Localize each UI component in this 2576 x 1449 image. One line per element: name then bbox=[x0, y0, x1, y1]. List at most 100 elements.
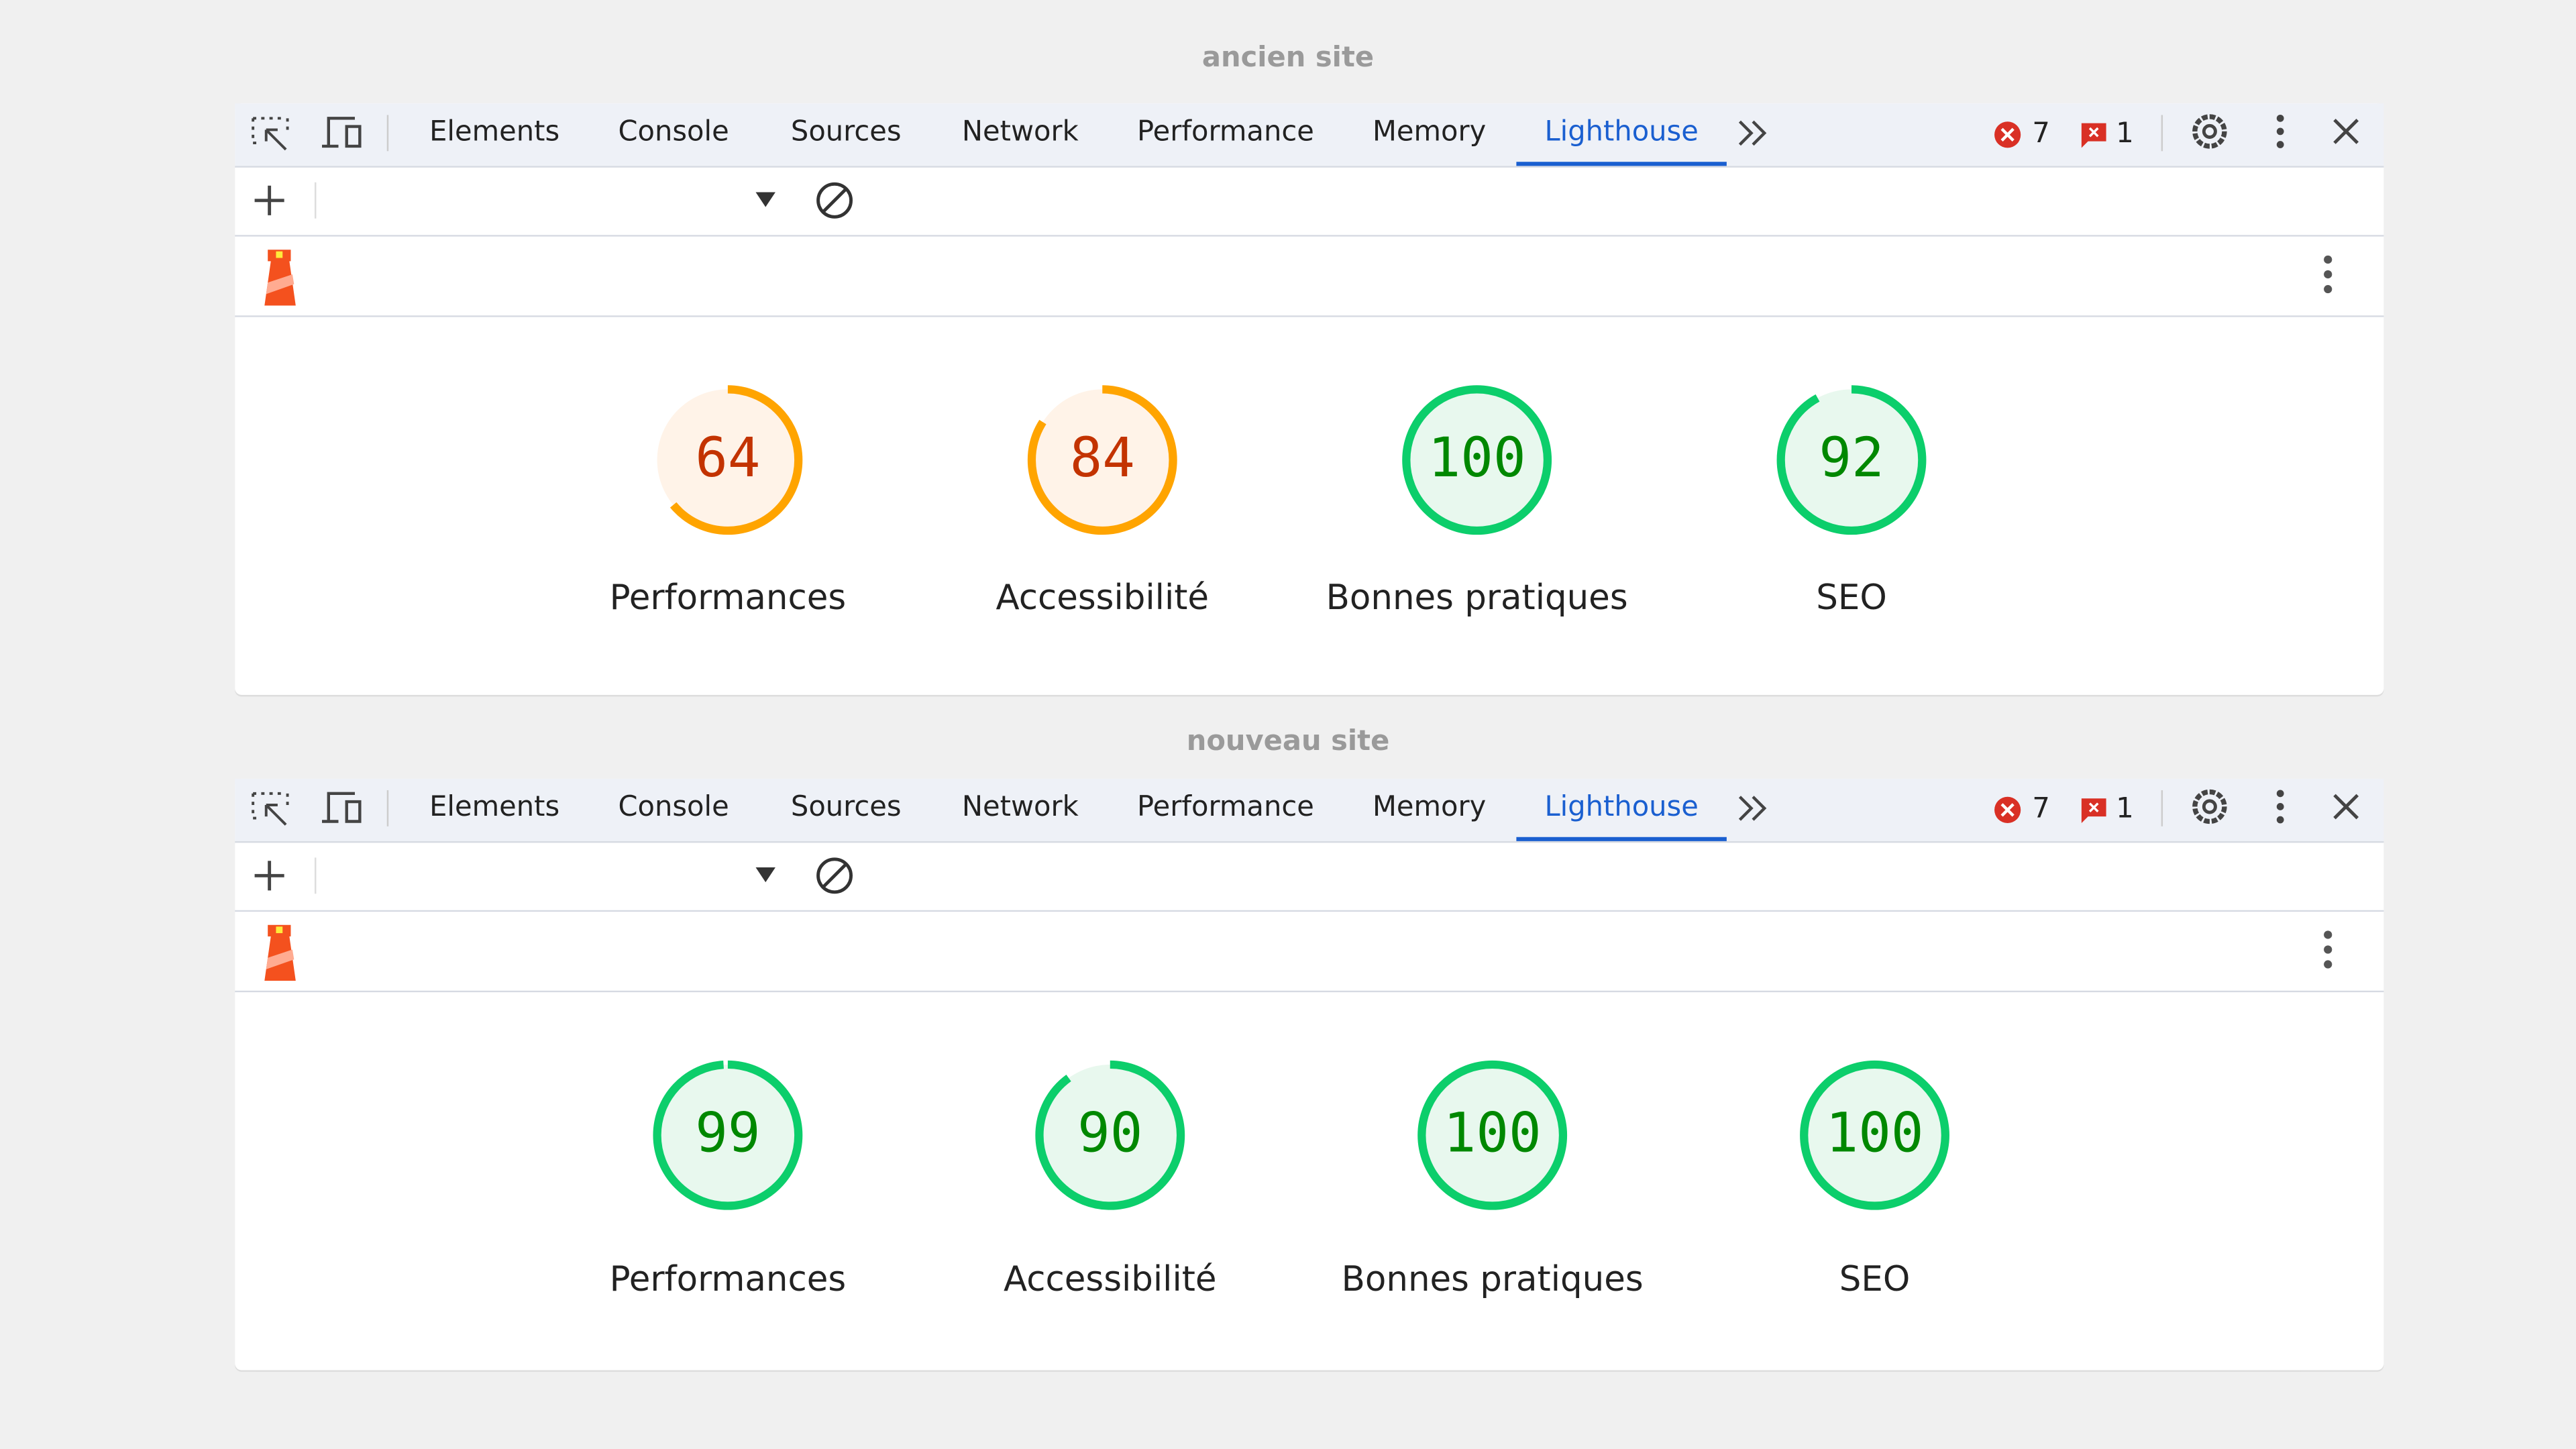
tab[interactable]: Elements bbox=[429, 790, 559, 822]
gauge-arc bbox=[1027, 385, 1177, 535]
menu-dot bbox=[2324, 960, 2332, 969]
gauge-arc bbox=[1800, 1060, 1949, 1210]
gauge-score: 100 bbox=[1826, 1102, 1924, 1165]
panel bbox=[235, 103, 2384, 695]
settings-icon[interactable] bbox=[2192, 789, 2227, 824]
gauge-label[interactable]: Bonnes pratiques bbox=[1326, 578, 1628, 618]
lighthouse-light bbox=[276, 926, 283, 934]
gauge-arc bbox=[1402, 385, 1552, 535]
tab[interactable]: Memory bbox=[1373, 114, 1486, 147]
active-tab-underline bbox=[1516, 837, 1727, 841]
gauge-score: 92 bbox=[1819, 427, 1884, 490]
gauge-label[interactable]: SEO bbox=[1839, 1259, 1911, 1299]
gauge-label[interactable]: Accessibilité bbox=[1004, 1259, 1217, 1299]
tab[interactable]: Performance bbox=[1137, 114, 1314, 147]
gauge-label[interactable]: SEO bbox=[1816, 578, 1887, 618]
more-tabs-icon[interactable] bbox=[1738, 120, 1767, 146]
tab[interactable]: Lighthouse bbox=[1544, 790, 1698, 822]
tab[interactable]: Memory bbox=[1373, 790, 1486, 822]
lighthouse-stripe bbox=[266, 949, 294, 969]
dropdown-arrow[interactable] bbox=[755, 192, 775, 207]
issue-count[interactable]: 1 bbox=[2116, 791, 2133, 824]
close-icon[interactable] bbox=[2333, 119, 2359, 144]
gauge-score: 100 bbox=[1444, 1102, 1542, 1165]
section-label: ancien site bbox=[1202, 40, 1374, 73]
issue-icon bbox=[2081, 123, 2106, 148]
gauge-background bbox=[657, 389, 799, 531]
gauge-background bbox=[1804, 1064, 1945, 1206]
gauge-background bbox=[1421, 1064, 1563, 1206]
gauge-label[interactable]: Performances bbox=[610, 578, 847, 618]
tab[interactable]: Performance bbox=[1137, 790, 1314, 822]
menu-dot bbox=[2324, 270, 2332, 279]
error-count[interactable]: 7 bbox=[2032, 116, 2049, 149]
settings-hub bbox=[2202, 123, 2217, 139]
gauge-background bbox=[1406, 389, 1548, 531]
inspect-icon[interactable] bbox=[252, 117, 289, 151]
gauge-score: 64 bbox=[695, 427, 760, 490]
section-label: nouveau site bbox=[1187, 724, 1390, 757]
issue-x bbox=[2088, 127, 2099, 138]
tab[interactable]: Elements bbox=[429, 114, 559, 147]
inspect-icon[interactable] bbox=[252, 792, 289, 826]
issue-x bbox=[2088, 802, 2099, 813]
tab[interactable]: Network bbox=[962, 114, 1079, 147]
more-tabs-icon[interactable] bbox=[1738, 796, 1767, 821]
lighthouse-light bbox=[276, 251, 283, 258]
new-report-icon[interactable] bbox=[254, 861, 284, 891]
tab[interactable]: Console bbox=[618, 790, 729, 822]
menu-dot bbox=[2276, 803, 2284, 810]
gauge-label[interactable]: Accessibilité bbox=[996, 578, 1209, 618]
gauge-arc bbox=[653, 385, 803, 535]
tab[interactable]: Network bbox=[962, 790, 1079, 822]
active-tab-underline bbox=[1516, 162, 1727, 166]
menu-dot bbox=[2276, 141, 2284, 148]
error-count[interactable]: 7 bbox=[2032, 791, 2049, 824]
clear-slash bbox=[822, 863, 847, 889]
devtools-panel: Elements Console Sources Network Performance… bbox=[235, 103, 2384, 697]
new-report-icon[interactable] bbox=[254, 185, 284, 215]
gauge-arc bbox=[1776, 385, 1927, 535]
tab-bar bbox=[235, 103, 2384, 166]
gauge-score: 90 bbox=[1077, 1102, 1142, 1165]
menu-dot bbox=[2324, 284, 2332, 294]
menu-dot bbox=[2276, 114, 2284, 122]
menu-dot bbox=[2324, 945, 2332, 954]
gauge-score: 100 bbox=[1428, 427, 1526, 490]
devtools-panel: Elements Console Sources Network Performance… bbox=[235, 778, 2384, 1372]
gauge-arc bbox=[1035, 1060, 1185, 1210]
gauge-score: 99 bbox=[695, 1102, 760, 1165]
gauge-score: 84 bbox=[1070, 427, 1135, 490]
gauge-arc bbox=[1417, 1060, 1568, 1210]
gauge-background bbox=[657, 1064, 799, 1206]
panel bbox=[235, 778, 2384, 1371]
gauge-background bbox=[1039, 1064, 1181, 1206]
tab[interactable]: Console bbox=[618, 114, 729, 147]
dropdown-arrow[interactable] bbox=[755, 867, 775, 883]
menu-dot bbox=[2276, 790, 2284, 798]
menu-dot bbox=[2324, 930, 2332, 939]
gauge-background bbox=[1780, 389, 1923, 531]
clear-slash bbox=[822, 187, 847, 213]
settings-hub bbox=[2202, 799, 2217, 814]
tab[interactable]: Lighthouse bbox=[1544, 114, 1698, 147]
menu-dot bbox=[2324, 255, 2332, 264]
tab-bar bbox=[235, 778, 2384, 841]
clear-icon[interactable] bbox=[816, 857, 853, 894]
settings-icon[interactable] bbox=[2192, 114, 2227, 149]
lighthouse-stripe bbox=[266, 274, 294, 294]
gauge-label[interactable]: Performances bbox=[610, 1259, 847, 1299]
issue-count[interactable]: 1 bbox=[2116, 116, 2133, 149]
tab[interactable]: Sources bbox=[791, 790, 902, 822]
gauge-arc bbox=[653, 1060, 803, 1210]
issue-icon bbox=[2081, 798, 2106, 823]
device-icon[interactable] bbox=[322, 792, 362, 823]
device-icon[interactable] bbox=[322, 117, 362, 148]
tab[interactable]: Sources bbox=[791, 114, 902, 147]
close-icon[interactable] bbox=[2333, 794, 2359, 820]
gauge-label[interactable]: Bonnes pratiques bbox=[1342, 1259, 1644, 1299]
error-x bbox=[2000, 803, 2015, 817]
clear-icon[interactable] bbox=[816, 182, 853, 219]
menu-dot bbox=[2276, 816, 2284, 824]
